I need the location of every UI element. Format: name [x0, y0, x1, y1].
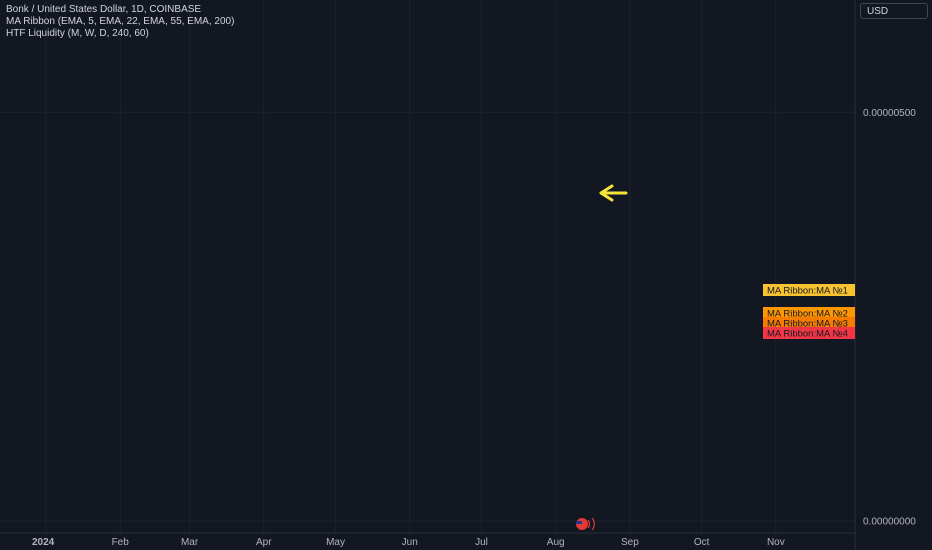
time-tick-label: Mar: [181, 537, 199, 548]
chart-legend: Bonk / United States Dollar, 1D, COINBAS…: [6, 4, 234, 40]
price-axis[interactable]: 0.000060000.000055000.000050000.00004500…: [854, 0, 932, 550]
ma-tag-label: MA Ribbon:MA №4: [767, 329, 848, 340]
price-tick-label: 0.00000500: [863, 108, 916, 119]
time-tick-label: Nov: [767, 537, 785, 548]
ma-tag-bg: [763, 307, 855, 319]
left-arrow-icon: [599, 184, 628, 202]
indicator-ma-ribbon[interactable]: MA Ribbon (EMA, 5, EMA, 22, EMA, 55, EMA…: [6, 16, 235, 27]
time-tick-label: Aug: [547, 537, 565, 548]
time-tick-label: Jun: [402, 537, 418, 548]
price-axis-bg: [855, 0, 932, 550]
events-marker[interactable]: [576, 517, 595, 531]
price-tick-label: 0.00000000: [863, 517, 916, 528]
ma-tag-label: MA Ribbon:MA №1: [767, 286, 848, 297]
currency-selector[interactable]: USD: [860, 3, 928, 19]
ma-tag-label: MA Ribbon:MA №2: [767, 309, 848, 320]
ma-tag-bg: [763, 317, 855, 329]
chart-grid: [0, 0, 855, 533]
indicator-htf-liquidity[interactable]: HTF Liquidity (M, W, D, 240, 60): [6, 28, 149, 39]
time-tick-label: Oct: [694, 537, 710, 548]
time-tick-label: Sep: [621, 537, 639, 548]
time-tick-label: Apr: [256, 537, 272, 548]
time-tick-label: Jul: [475, 537, 488, 548]
price-tags: 0.000041220.000039300.000038470.00003526…: [763, 284, 855, 340]
symbol-title[interactable]: Bonk / United States Dollar, 1D, COINBAS…: [6, 4, 202, 15]
time-axis-bg: [0, 533, 932, 550]
arrow-annotation: [599, 184, 628, 202]
ma-tag-label: MA Ribbon:MA №3: [767, 319, 848, 330]
time-tick-label: Feb: [112, 537, 130, 548]
ma-tag-bg: [763, 284, 855, 296]
time-tick-label: 2024: [32, 537, 55, 548]
time-axis[interactable]: 2024 Feb Mar Apr May Jun Jul Aug Sep Oct Nov: [0, 532, 932, 550]
time-tick-label: May: [326, 537, 345, 548]
ma-tag-bg: [763, 327, 855, 339]
